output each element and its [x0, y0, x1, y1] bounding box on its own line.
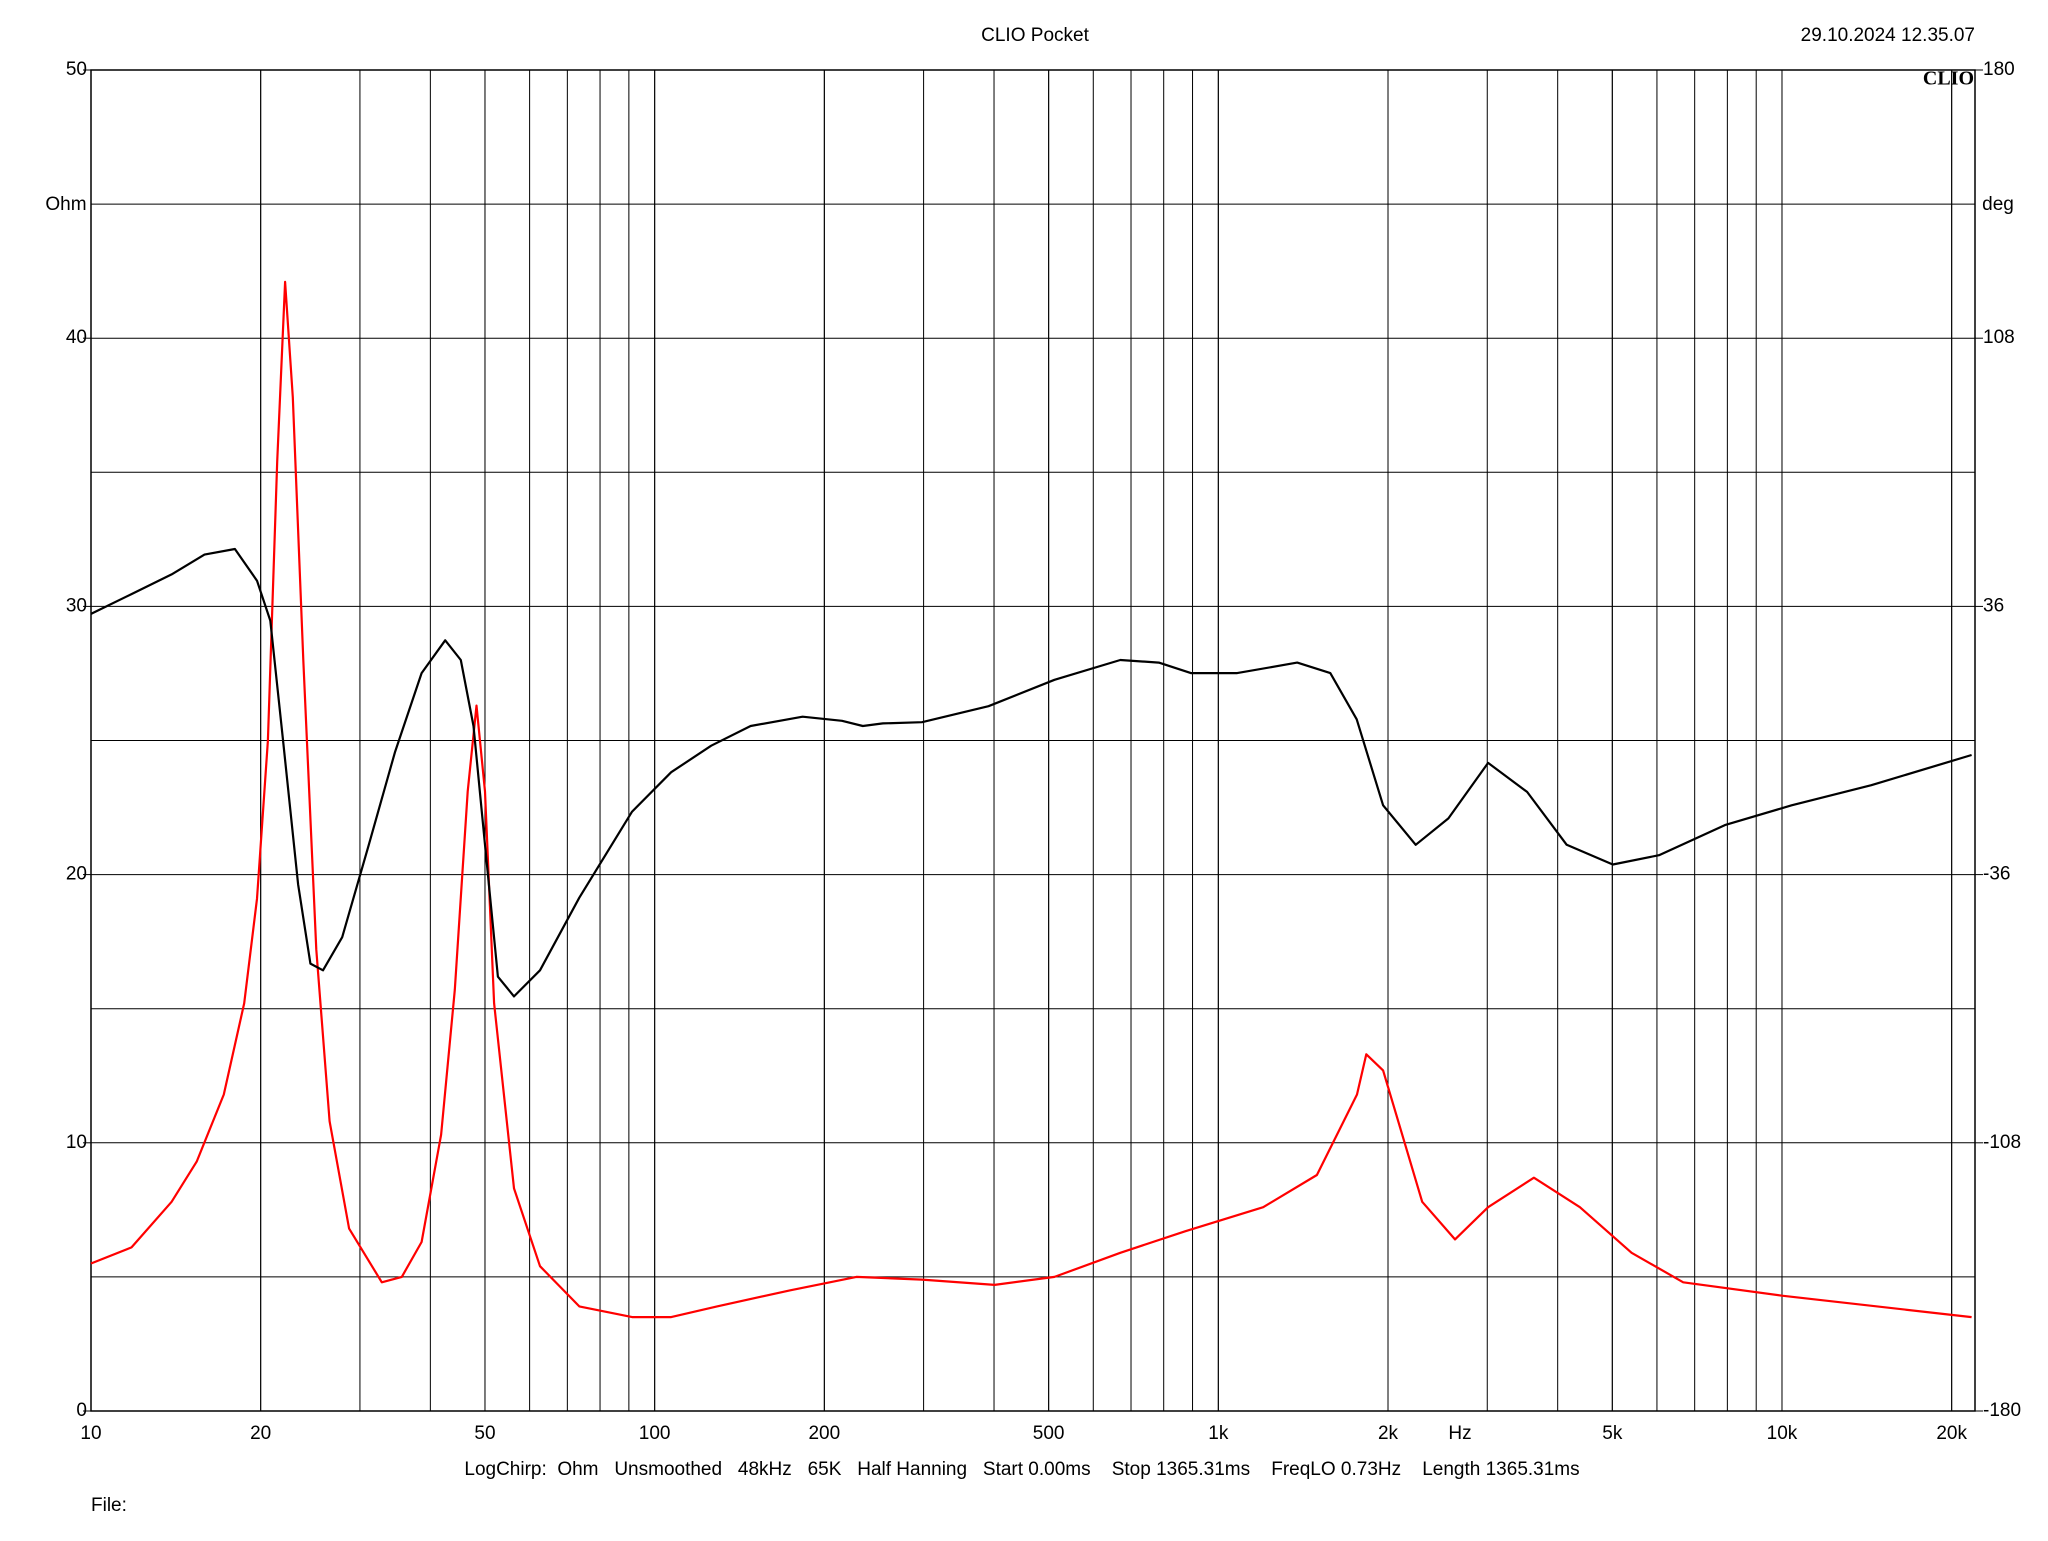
- y2-tick-label: 180: [1983, 59, 2015, 80]
- plot-frame: [90, 69, 1976, 1412]
- y-tick-label: 30: [66, 595, 87, 616]
- y2-tick-label: 36: [1983, 595, 2004, 616]
- x-tick-label: 10k: [1767, 1423, 1798, 1444]
- y-tick-label: 40: [66, 327, 87, 348]
- chart-title: CLIO Pocket: [981, 25, 1089, 46]
- footer: LogChirp: Ohm Unsmoothed 48kHz 65K Half …: [464, 1459, 1579, 1480]
- file-label: File:: [91, 1495, 127, 1516]
- y2-tick-label: -36: [1983, 864, 2010, 885]
- y-tick-label: 10: [66, 1132, 87, 1153]
- y-tick-label: 50: [66, 59, 87, 80]
- x-tick-label: 10: [80, 1423, 101, 1444]
- y2-tick-label: 108: [1983, 327, 2015, 348]
- x-tick-label: 20: [250, 1423, 271, 1444]
- x-tick-label: 2k: [1378, 1423, 1399, 1444]
- logo: CLIO: [1923, 68, 1974, 90]
- x-tick-label: 100: [639, 1423, 671, 1444]
- y-axis-label: Ohm: [45, 194, 86, 215]
- data-line: [90, 280, 1972, 1319]
- x-tick-label: 20k: [1936, 1423, 1967, 1444]
- x-tick-label: 50: [474, 1423, 495, 1444]
- y-tick-label: 0: [76, 1400, 87, 1421]
- y-tick-label: 20: [66, 864, 87, 885]
- y2-tick-label: -108: [1983, 1132, 2021, 1153]
- data-line: [90, 547, 1972, 998]
- x-tick-label: 500: [1033, 1423, 1065, 1444]
- y2-axis-label: deg: [1982, 194, 2014, 215]
- y2-tick-label: -180: [1983, 1400, 2021, 1421]
- x-tick-label: 1k: [1208, 1423, 1229, 1444]
- x-tick-label: 200: [808, 1423, 840, 1444]
- x-tick-label: 5k: [1602, 1423, 1623, 1444]
- x-axis-label: Hz: [1448, 1423, 1471, 1444]
- timestamp: 29.10.2024 12.35.07: [1801, 25, 1975, 46]
